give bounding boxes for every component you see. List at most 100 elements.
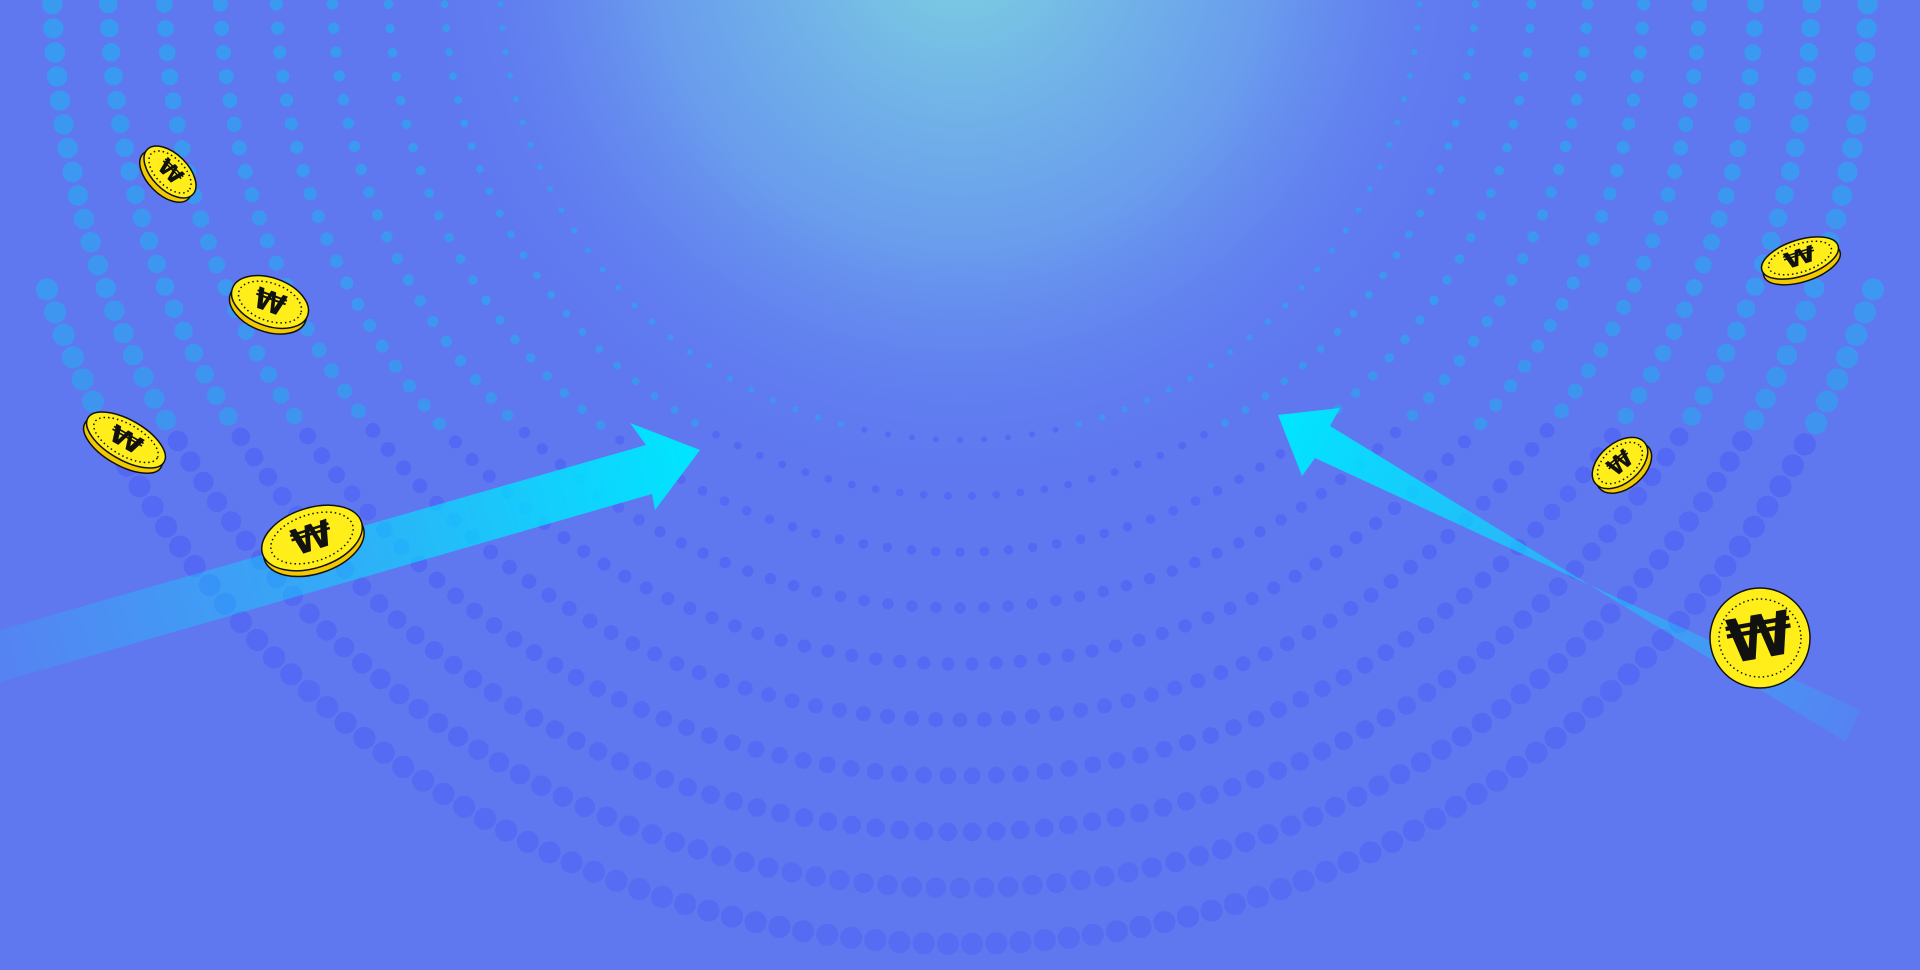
- halftone-dot: [1852, 66, 1874, 87]
- halftone-dot: [1781, 454, 1804, 477]
- halftone-dot: [1581, 696, 1604, 719]
- halftone-dot: [1815, 390, 1839, 413]
- halftone-dot: [104, 66, 123, 86]
- won-symbol-icon: ₩: [1721, 598, 1798, 678]
- halftone-dot: [396, 460, 412, 476]
- halftone-dot: [639, 581, 653, 595]
- halftone-dot: [1553, 163, 1565, 176]
- halftone-dot: [845, 648, 859, 663]
- halftone-dot: [837, 421, 844, 428]
- halftone-dot: [925, 877, 946, 898]
- halftone-dot: [1132, 746, 1149, 764]
- won-coin-icon: ₩: [1709, 587, 1811, 689]
- halftone-dot: [1312, 742, 1332, 761]
- halftone-dot: [226, 116, 242, 132]
- halftone-dot: [1060, 760, 1078, 777]
- halftone-dot: [507, 72, 514, 79]
- halftone-dot: [1775, 185, 1794, 204]
- halftone-dot: [764, 514, 775, 525]
- halftone-dot: [1786, 138, 1805, 157]
- halftone-dot: [1190, 496, 1201, 507]
- halftone-dot: [1769, 475, 1792, 498]
- halftone-dot: [1604, 427, 1621, 445]
- halftone-dot: [1363, 587, 1379, 603]
- halftone-dot: [417, 398, 431, 412]
- halftone-dot: [727, 375, 733, 382]
- halftone-dot: [208, 256, 226, 274]
- halftone-dot: [686, 349, 693, 356]
- halftone-dot: [584, 247, 591, 254]
- halftone-dot: [1643, 366, 1660, 383]
- halftone-dot: [974, 877, 995, 898]
- halftone-dot: [156, 0, 173, 13]
- halftone-dot: [930, 601, 942, 614]
- halftone-dot: [1526, 0, 1537, 10]
- halftone-dot: [61, 346, 84, 369]
- halftone-dot: [571, 227, 578, 234]
- halftone-dot: [353, 726, 376, 750]
- halftone-dot: [1097, 585, 1109, 598]
- halftone-dot: [667, 334, 674, 341]
- halftone-dot: [1801, 18, 1820, 38]
- halftone-dot: [1603, 187, 1617, 201]
- halftone-dot: [1467, 48, 1475, 57]
- halftone-dot: [212, 0, 228, 12]
- halftone-dot: [1494, 165, 1505, 176]
- halftone-dot: [1057, 926, 1080, 949]
- halftone-dot: [633, 514, 645, 526]
- halftone-dot: [1099, 414, 1106, 421]
- halftone-dot: [173, 140, 191, 158]
- halftone-dot: [1742, 515, 1765, 538]
- won-coin-icon: ₩: [139, 145, 197, 203]
- halftone-dot: [269, 0, 283, 11]
- halftone-dot: [1188, 845, 1210, 867]
- halftone-dot: [1372, 443, 1384, 455]
- halftone-dot: [512, 96, 519, 103]
- halftone-dot: [561, 600, 577, 616]
- halftone-dot: [733, 441, 742, 450]
- halftone-dot: [1688, 45, 1704, 60]
- halftone-dot: [1692, 491, 1714, 513]
- halftone-dot: [968, 492, 976, 500]
- halftone-dot: [1132, 633, 1146, 647]
- halftone-dot: [271, 21, 285, 35]
- halftone-dot: [792, 406, 799, 413]
- halftone-dot: [1636, 255, 1652, 271]
- halftone-dot: [784, 693, 800, 709]
- halftone-dot: [1626, 93, 1640, 107]
- halftone-dot: [1315, 860, 1338, 883]
- halftone-dot: [816, 923, 839, 946]
- halftone-dot: [1397, 630, 1415, 648]
- halftone-dot: [714, 673, 730, 689]
- halftone-dot: [597, 557, 611, 571]
- halftone-dot: [1710, 210, 1728, 228]
- halftone-dot: [1522, 47, 1533, 58]
- halftone-dot: [206, 386, 226, 405]
- halftone-dot: [1630, 69, 1644, 83]
- halftone-dot: [1476, 210, 1486, 221]
- halftone-dot: [1489, 398, 1503, 412]
- halftone-dot: [761, 687, 776, 703]
- halftone-dot: [1508, 119, 1519, 129]
- halftone-dot: [1799, 43, 1819, 62]
- halftone-dot: [808, 698, 824, 714]
- halftone-dot: [495, 209, 504, 218]
- halftone-dot: [216, 45, 232, 60]
- halftone-dot: [930, 546, 941, 557]
- halftone-dot: [615, 284, 622, 291]
- halftone-dot: [505, 630, 523, 648]
- halftone-dot: [1694, 256, 1712, 274]
- halftone-dot: [297, 679, 321, 703]
- halftone-dot: [1005, 434, 1012, 441]
- halftone-dot: [324, 363, 340, 379]
- halftone-dot: [1599, 679, 1623, 703]
- halftone-dot: [412, 478, 428, 494]
- halftone-dot: [769, 397, 776, 404]
- halftone-dot: [524, 708, 544, 728]
- halftone-dot: [434, 210, 444, 221]
- halftone-dot: [1473, 417, 1488, 431]
- halftone-dot: [1458, 96, 1466, 104]
- halftone-dot: [832, 702, 847, 718]
- halftone-dot: [144, 388, 165, 409]
- halftone-dot: [1804, 277, 1825, 299]
